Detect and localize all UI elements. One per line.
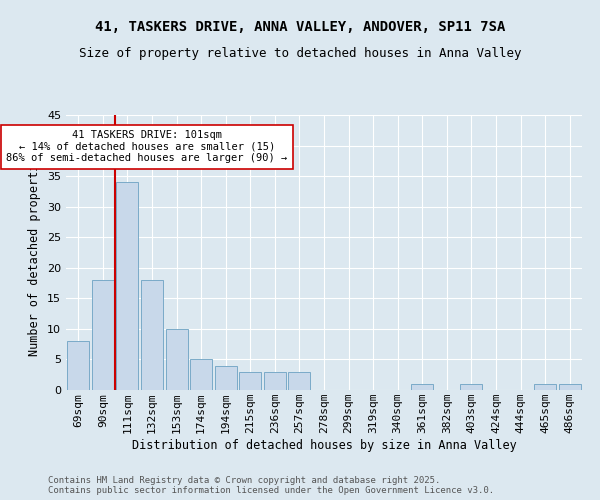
Bar — [141, 280, 163, 390]
Text: 41 TASKERS DRIVE: 101sqm
← 14% of detached houses are smaller (15)
86% of semi-d: 41 TASKERS DRIVE: 101sqm ← 14% of detach… — [7, 130, 288, 164]
Text: Size of property relative to detached houses in Anna Valley: Size of property relative to detached ho… — [79, 48, 521, 60]
Text: Contains HM Land Registry data © Crown copyright and database right 2025.
Contai: Contains HM Land Registry data © Crown c… — [48, 476, 494, 495]
Y-axis label: Number of detached properties: Number of detached properties — [28, 149, 41, 356]
Bar — [67, 341, 89, 390]
Text: 41, TASKERS DRIVE, ANNA VALLEY, ANDOVER, SP11 7SA: 41, TASKERS DRIVE, ANNA VALLEY, ANDOVER,… — [95, 20, 505, 34]
Bar — [411, 384, 433, 390]
Bar — [559, 384, 581, 390]
Bar — [534, 384, 556, 390]
Bar — [215, 366, 237, 390]
X-axis label: Distribution of detached houses by size in Anna Valley: Distribution of detached houses by size … — [131, 439, 517, 452]
Bar — [460, 384, 482, 390]
Bar — [190, 360, 212, 390]
Bar — [116, 182, 139, 390]
Bar — [92, 280, 114, 390]
Bar — [166, 329, 188, 390]
Bar — [264, 372, 286, 390]
Bar — [289, 372, 310, 390]
Bar — [239, 372, 262, 390]
